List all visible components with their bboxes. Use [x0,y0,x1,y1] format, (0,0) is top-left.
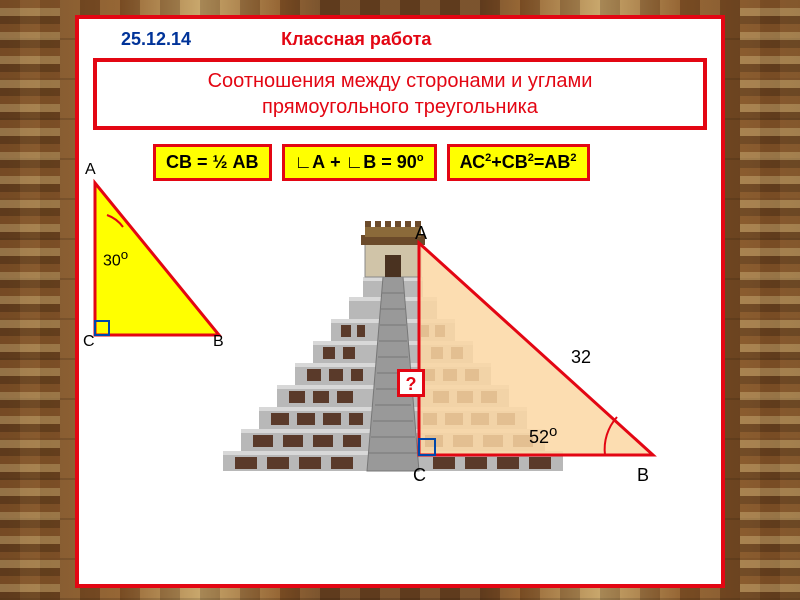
decorative-border-left [0,0,60,600]
title-box: Соотношения между сторонами и углами пря… [93,58,707,130]
vertex-label-A-right: А [415,223,427,244]
title-line-1: Соотношения между сторонами и углами [107,68,693,94]
angle-label-30: 30о [103,247,128,270]
vertex-label-C-right: С [413,465,426,486]
vertex-label-B-right: В [637,465,649,486]
angle-label-52: 52о [529,423,557,448]
date-label: 25.12.14 [121,29,191,50]
decorative-border-right [740,0,800,600]
title-line-2: прямоугольного треугольника [107,94,693,120]
diagram-area: А 30о С В [93,185,707,505]
formula-angle-sum: ∟А + ∟В = 90о [282,144,437,181]
triangle-right: А 32 52о С В ? [399,237,669,482]
hypotenuse-label: 32 [571,347,591,368]
lesson-type-label: Классная работа [281,29,431,50]
vertex-label-C-left: С [83,333,95,351]
header-row: 25.12.14 Классная работа [93,29,707,50]
formula-pythagoras: АС2+СВ2=АВ2 [447,144,590,181]
vertex-label-A-left: А [85,161,96,179]
slide-content: 25.12.14 Классная работа Соотношения меж… [75,15,725,588]
question-mark-box: ? [397,369,425,397]
